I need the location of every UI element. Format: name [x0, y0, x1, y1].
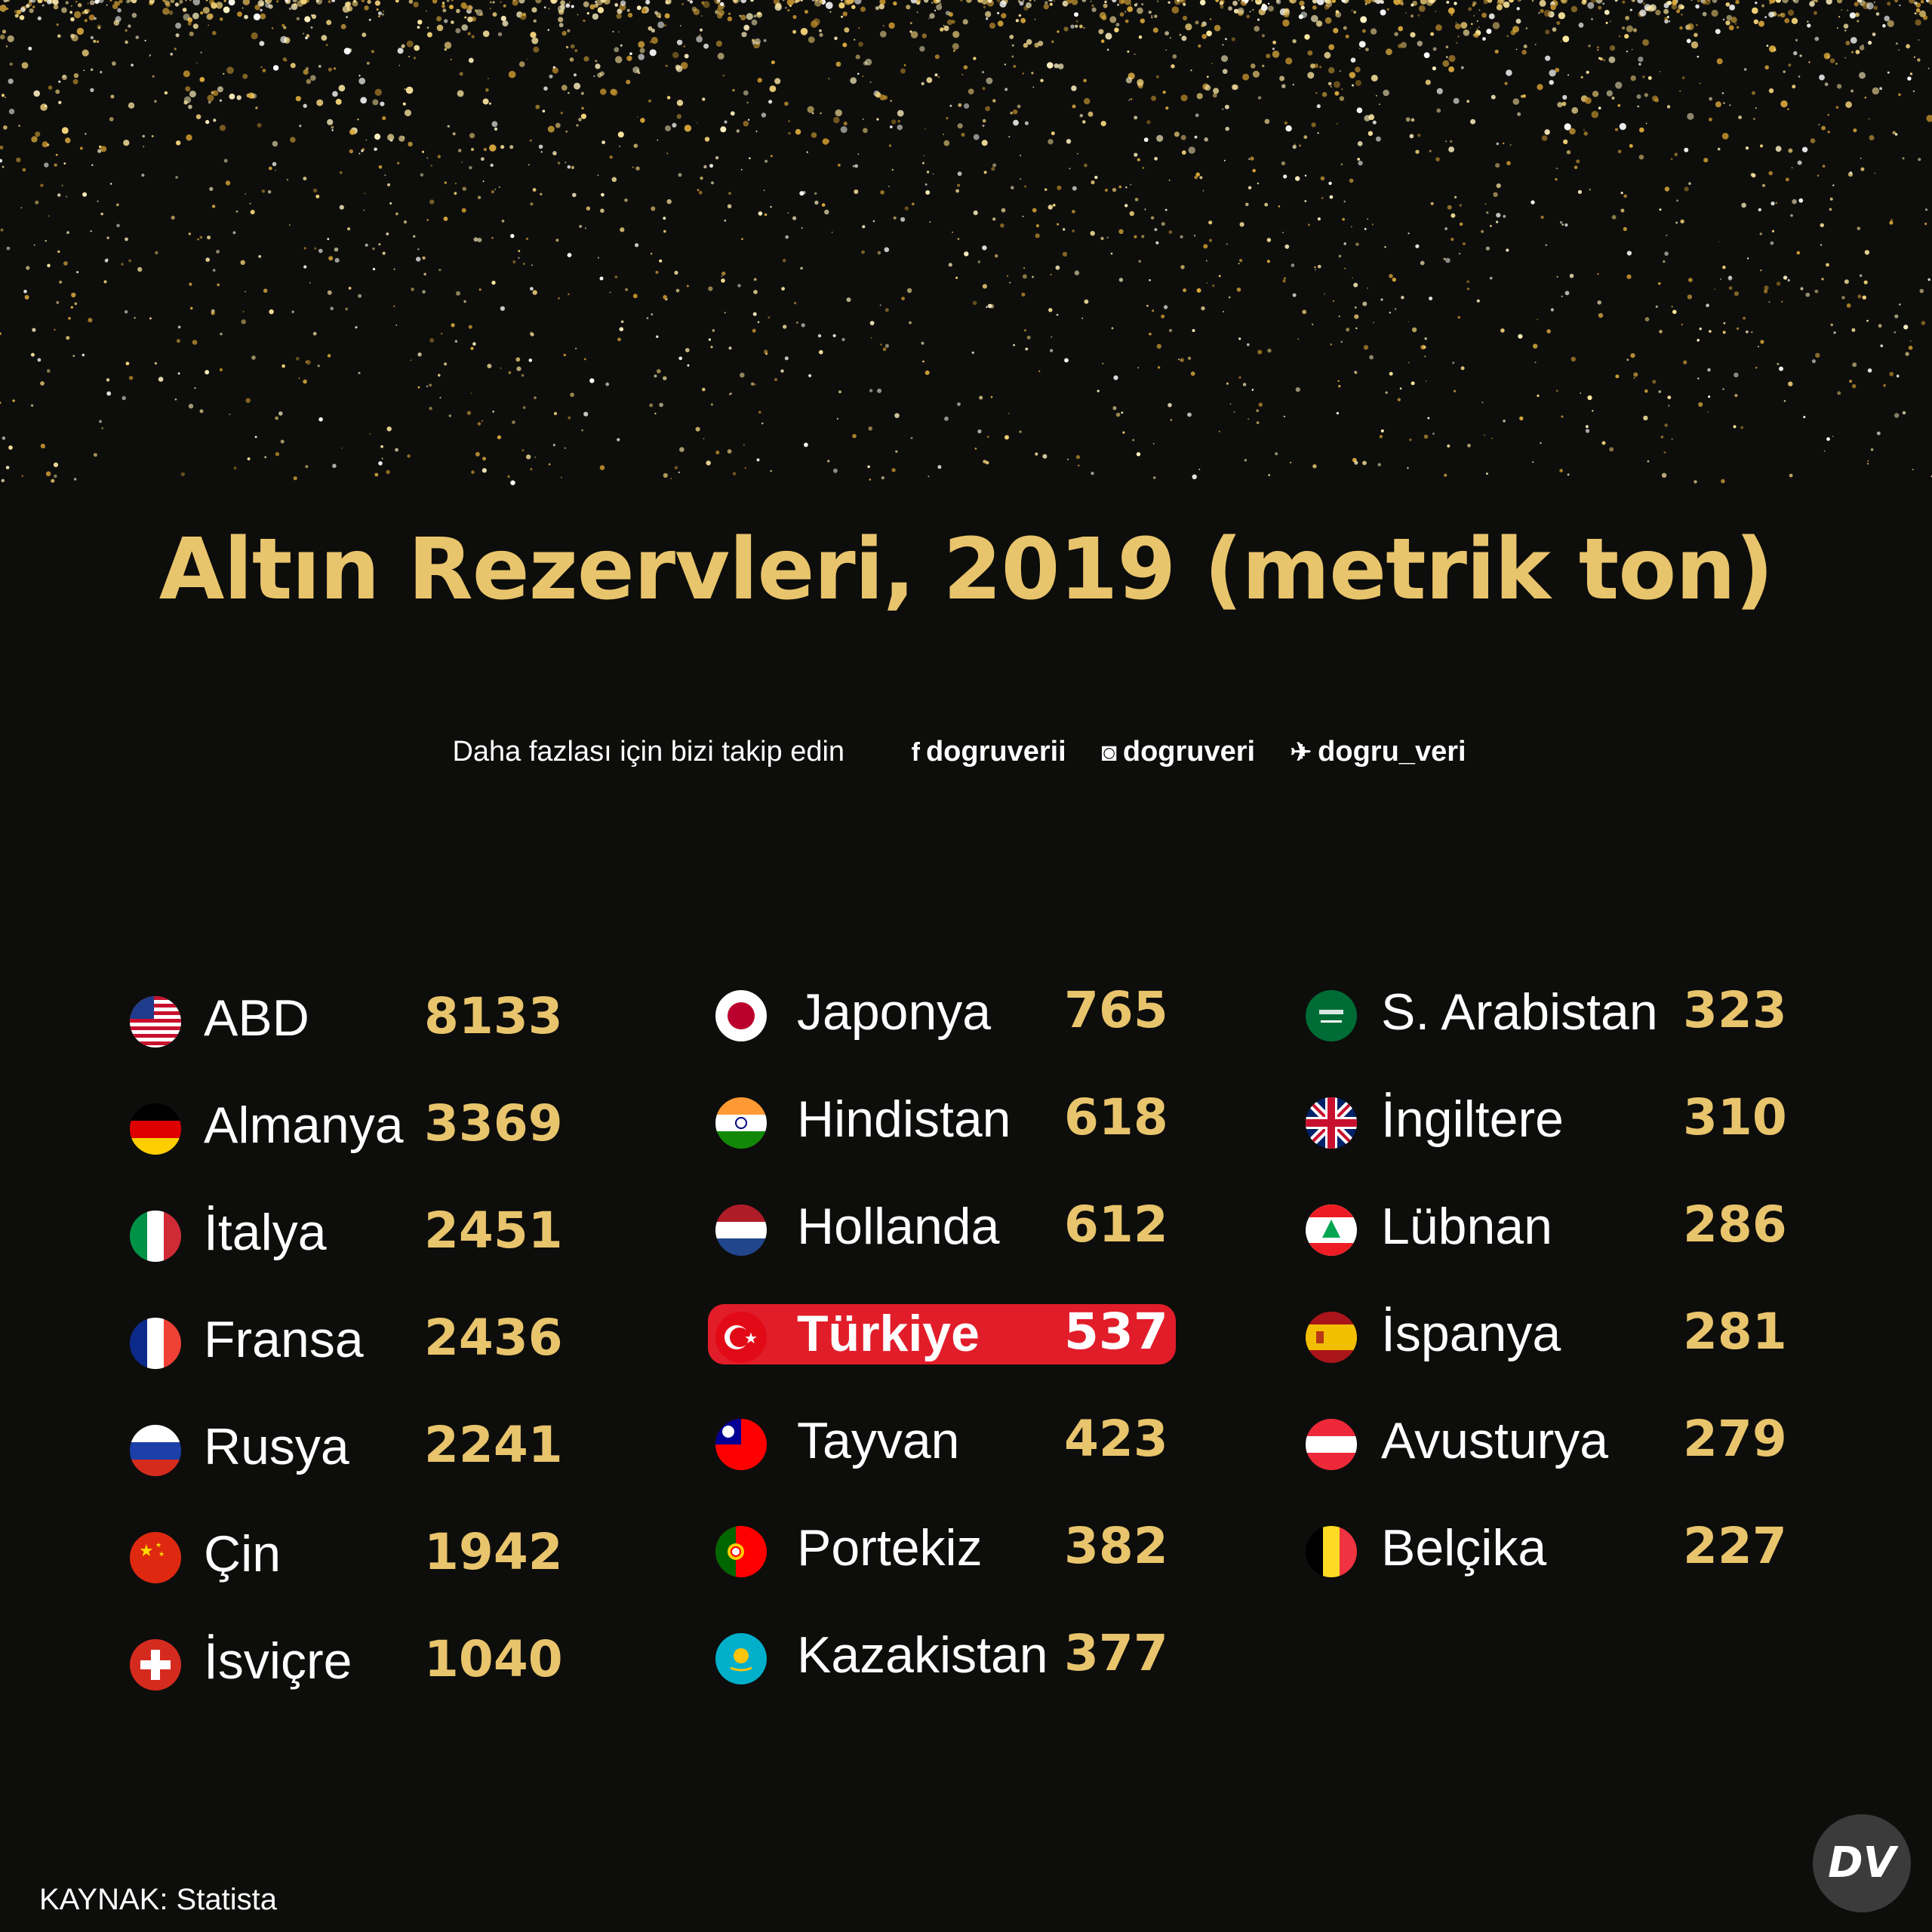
reserve-value: 537 — [1064, 1303, 1168, 1361]
lebanon-flag-icon — [1306, 1204, 1357, 1256]
country-name: Hollanda — [797, 1198, 1000, 1255]
country-name: İngiltere — [1381, 1091, 1564, 1148]
switzerland-flag-icon — [130, 1639, 181, 1690]
facebook-icon: f — [911, 738, 920, 767]
austria-flag-icon — [1306, 1419, 1357, 1470]
country-name: Çin — [204, 1525, 281, 1583]
country-name: Avusturya — [1381, 1412, 1609, 1469]
netherlands-flag-icon — [715, 1204, 767, 1256]
country-name: İsviçre — [204, 1632, 352, 1690]
reserve-value: 1040 — [424, 1630, 563, 1688]
italy-flag-icon — [130, 1211, 181, 1262]
country-name: Fransa — [204, 1311, 364, 1368]
dv-logo: DV — [1813, 1814, 1911, 1912]
reserve-value: 377 — [1064, 1624, 1168, 1682]
gold-glitter-decoration — [0, 0, 1932, 485]
follow-text: Daha fazlası için bizi takip edin — [452, 736, 845, 768]
india-flag-icon — [715, 1097, 767, 1149]
uk-flag-icon — [1306, 1097, 1357, 1149]
germany-flag-icon — [130, 1103, 181, 1155]
reserve-value: 618 — [1064, 1088, 1168, 1146]
reserve-value: 323 — [1683, 981, 1787, 1039]
country-name: Türkiye — [797, 1305, 980, 1362]
reserve-value: 765 — [1064, 981, 1168, 1039]
svg-text:★: ★ — [158, 1551, 165, 1558]
russia-flag-icon — [130, 1425, 181, 1476]
turkey-flag-icon: ★ — [715, 1312, 767, 1363]
instagram-link[interactable]: ◙ dogruveri — [1101, 736, 1255, 768]
taiwan-flag-icon — [715, 1419, 767, 1470]
reserve-value: 2451 — [424, 1201, 563, 1260]
country-name: Lübnan — [1381, 1198, 1552, 1255]
chart-title: Altın Rezervleri, 2019 (metrik ton) — [158, 521, 1774, 619]
twitter-icon: ✈ — [1290, 738, 1312, 767]
belgium-flag-icon — [1306, 1526, 1357, 1577]
china-flag-icon: ★ ★ ★ — [130, 1532, 181, 1583]
country-name: Belçika — [1381, 1519, 1547, 1577]
country-name: Hindistan — [797, 1091, 1011, 1148]
reserve-value: 423 — [1064, 1410, 1168, 1468]
country-name: Japonya — [797, 983, 992, 1041]
reserve-value: 382 — [1064, 1517, 1168, 1575]
country-name: Rusya — [204, 1418, 349, 1475]
instagram-handle: dogruveri — [1122, 736, 1256, 768]
reserve-value: 2436 — [424, 1309, 563, 1367]
reserve-value: 3369 — [424, 1094, 563, 1152]
twitter-link[interactable]: ✈ dogru_veri — [1291, 736, 1466, 768]
reserve-value: 281 — [1683, 1303, 1787, 1361]
country-name: S. Arabistan — [1381, 983, 1658, 1041]
japan-flag-icon — [715, 990, 767, 1041]
svg-text:★: ★ — [744, 1329, 758, 1347]
svg-text:★: ★ — [155, 1542, 162, 1549]
spain-flag-icon — [1306, 1312, 1357, 1363]
svg-text:★: ★ — [139, 1542, 154, 1561]
saudi-arabia-flag-icon — [1306, 990, 1357, 1041]
reserve-value: 1942 — [424, 1523, 563, 1581]
reserve-value: 2241 — [424, 1416, 563, 1474]
country-name: Portekiz — [797, 1519, 983, 1577]
highlight-bar — [708, 1304, 1176, 1364]
twitter-handle: dogru_veri — [1318, 736, 1466, 768]
country-name: İtalya — [204, 1204, 327, 1261]
country-name: Kazakistan — [797, 1626, 1048, 1684]
source-note: KAYNAK: Statista — [39, 1883, 277, 1916]
kazakhstan-flag-icon — [715, 1633, 767, 1684]
follow-bar: Daha fazlası için bizi takip edin f dogru… — [0, 736, 1932, 768]
reserve-value: 310 — [1683, 1088, 1787, 1146]
reserve-value: 612 — [1064, 1195, 1168, 1254]
reserve-value: 279 — [1683, 1410, 1787, 1468]
france-flag-icon — [130, 1318, 181, 1369]
reserve-value: 227 — [1683, 1517, 1787, 1575]
country-name: ABD — [204, 989, 309, 1047]
usa-flag-icon — [130, 996, 181, 1048]
country-name: Almanya — [204, 1097, 404, 1154]
country-name: İspanya — [1381, 1305, 1561, 1362]
country-name: Tayvan — [797, 1412, 960, 1469]
instagram-icon: ◙ — [1101, 738, 1117, 767]
portugal-flag-icon — [715, 1526, 767, 1577]
reserve-value: 8133 — [424, 987, 563, 1045]
reserve-value: 286 — [1683, 1195, 1787, 1254]
facebook-link[interactable]: f dogruverii — [912, 736, 1066, 768]
facebook-handle: dogruverii — [925, 736, 1066, 768]
